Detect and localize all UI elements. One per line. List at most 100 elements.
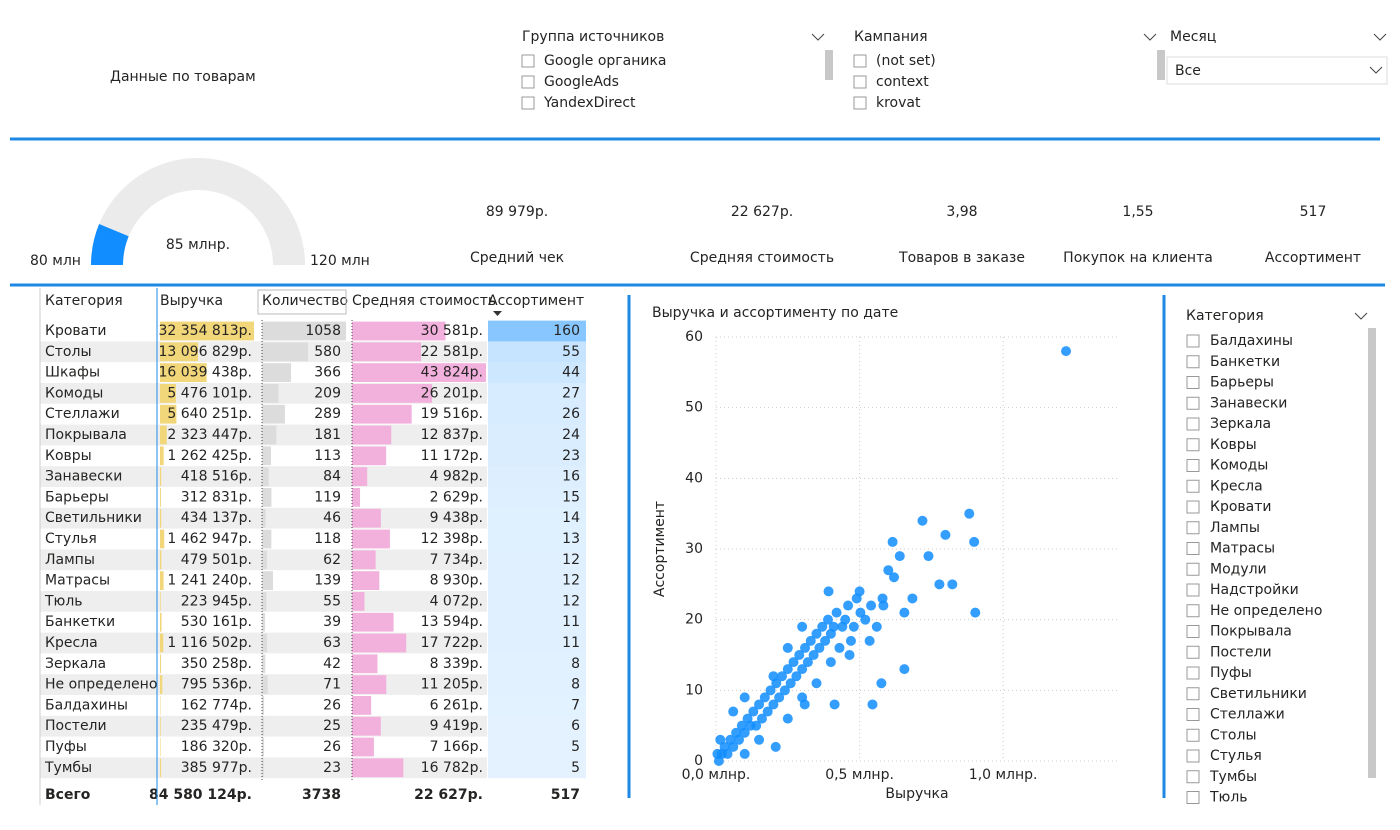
checkbox[interactable]: [521, 54, 535, 68]
checkbox[interactable]: [1186, 666, 1200, 680]
dropdown[interactable]: [1166, 56, 1388, 85]
scatter-point: [811, 678, 822, 689]
slicer-option[interactable]: Стеллажи: [1210, 707, 1285, 723]
cell-value: 17 722р.: [421, 635, 483, 651]
scatter-point: [733, 734, 744, 745]
cell-value: 1 241 240р.: [167, 573, 252, 589]
checkbox[interactable]: [853, 54, 867, 68]
column-header[interactable]: Количество: [262, 293, 348, 309]
slicer-option[interactable]: Покрывала: [1210, 624, 1292, 640]
row-label: Стеллажи: [45, 406, 120, 422]
checkbox[interactable]: [521, 96, 535, 110]
slicer-option[interactable]: Не определено: [1210, 603, 1322, 619]
checkbox[interactable]: [1186, 770, 1200, 784]
slicer-option[interactable]: Модули: [1210, 561, 1267, 577]
color-scale-cell: [488, 570, 586, 591]
y-tick-label: 30: [685, 541, 703, 557]
color-scale-cell: [488, 341, 586, 363]
checkbox[interactable]: [1186, 791, 1200, 804]
dropdown-value[interactable]: Все: [1175, 63, 1201, 79]
row-label: Зеркала: [45, 656, 106, 672]
checkbox[interactable]: [1186, 500, 1200, 514]
checkbox[interactable]: [1186, 334, 1200, 348]
checkbox[interactable]: [1186, 583, 1200, 597]
slicer-option[interactable]: Лампы: [1210, 520, 1260, 536]
slicer-option[interactable]: Стулья: [1210, 748, 1262, 764]
column-header[interactable]: Средняя стоимость: [352, 293, 496, 309]
checkbox[interactable]: [1186, 542, 1200, 555]
slicer-option[interactable]: Зеркала: [1210, 416, 1271, 432]
dropdown-chevron[interactable]: [1373, 33, 1387, 41]
row-label: Пуфы: [45, 739, 87, 755]
checkbox[interactable]: [1186, 728, 1200, 742]
checkbox[interactable]: [1186, 521, 1200, 535]
filter-option[interactable]: (not set): [876, 53, 936, 69]
slicer-option[interactable]: Тумбы: [1209, 769, 1257, 785]
dropdown-chevron[interactable]: [1354, 312, 1368, 320]
slicer-option[interactable]: Ковры: [1210, 437, 1257, 453]
column-header[interactable]: Выручка: [160, 293, 223, 309]
scatter-point: [887, 536, 898, 547]
checkbox[interactable]: [1186, 749, 1200, 763]
total-cell: 84 580 124р.: [149, 787, 252, 803]
filter-option[interactable]: krovat: [876, 95, 921, 111]
checkbox[interactable]: [1186, 645, 1200, 659]
slicer-option[interactable]: Матрасы: [1210, 541, 1275, 557]
checkbox[interactable]: [1186, 625, 1200, 638]
cell-value: 580: [314, 344, 341, 360]
checkbox[interactable]: [853, 96, 867, 110]
color-scale-cell: [488, 715, 586, 737]
scatter-point: [791, 671, 802, 682]
dropdown-chevron[interactable]: [1143, 33, 1157, 41]
slicer-option[interactable]: Столы: [1210, 727, 1257, 743]
checkbox[interactable]: [1186, 355, 1200, 369]
column-header[interactable]: Ассортимент: [488, 293, 584, 309]
checkbox[interactable]: [521, 75, 535, 89]
column-header[interactable]: Категория: [45, 293, 123, 309]
data-bar: [352, 404, 412, 424]
slicer-option[interactable]: Банкетки: [1210, 354, 1280, 370]
slicer-option[interactable]: Барьеры: [1210, 375, 1274, 391]
slicer-option[interactable]: Надстройки: [1210, 582, 1299, 598]
checkbox[interactable]: [1186, 459, 1200, 472]
scatter-point: [934, 579, 945, 590]
cell-value: 12: [562, 552, 580, 568]
cell-value: 119: [314, 489, 341, 505]
data-bar: [262, 758, 264, 778]
gauge-track: [91, 158, 305, 265]
slicer-option[interactable]: Кресла: [1210, 478, 1263, 494]
checkbox[interactable]: [1186, 376, 1200, 389]
filter-option[interactable]: YandexDirect: [543, 95, 636, 111]
cell-value: 9 438р.: [430, 510, 483, 526]
slicer-option[interactable]: Светильники: [1210, 686, 1307, 702]
checkbox[interactable]: [853, 75, 867, 89]
checkbox[interactable]: [1186, 708, 1200, 721]
x-tick-label: 0,0 млнр.: [682, 767, 751, 783]
cell-value: 24: [562, 427, 580, 443]
checkbox[interactable]: [1186, 562, 1200, 576]
slicer-option[interactable]: Тюль: [1209, 790, 1248, 806]
cell-value: 9 419р.: [430, 718, 483, 734]
slicer-option[interactable]: Комоды: [1210, 458, 1268, 474]
filter-option[interactable]: Google органика: [544, 53, 667, 69]
dropdown-chevron[interactable]: [1369, 66, 1383, 74]
slicer-option[interactable]: Балдахины: [1210, 333, 1293, 349]
cell-value: 289: [314, 406, 341, 422]
checkbox[interactable]: [1186, 604, 1200, 618]
slicer-option[interactable]: Кровати: [1210, 499, 1271, 515]
slicer-option[interactable]: Занавески: [1210, 395, 1287, 411]
color-scale-cell: [488, 549, 586, 571]
slicer-option[interactable]: Пуфы: [1210, 665, 1252, 681]
checkbox[interactable]: [1186, 479, 1200, 493]
checkbox[interactable]: [1186, 438, 1200, 452]
filter-option[interactable]: context: [876, 74, 929, 90]
scatter-point: [802, 657, 813, 668]
checkbox[interactable]: [1186, 396, 1200, 410]
row-label: Балдахины: [45, 697, 128, 713]
filter-option[interactable]: GoogleAds: [544, 74, 619, 90]
slicer-option[interactable]: Постели: [1210, 644, 1272, 660]
scatter-point: [899, 664, 910, 675]
checkbox[interactable]: [1186, 417, 1200, 431]
dropdown-chevron[interactable]: [811, 33, 825, 41]
checkbox[interactable]: [1186, 687, 1200, 701]
